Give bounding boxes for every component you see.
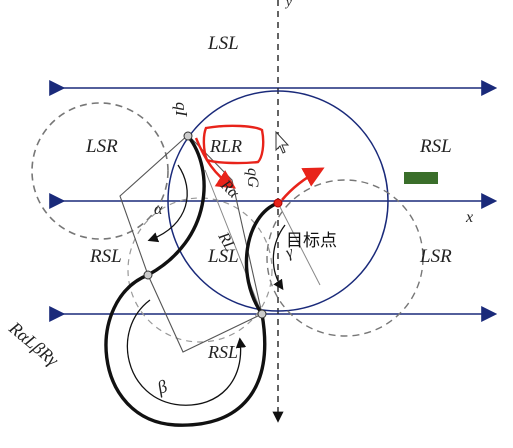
gamma-arc (272, 224, 286, 291)
region-label-rsl-right: RSL (419, 136, 452, 157)
red-box-rlr (202, 124, 265, 165)
construction-line-center (204, 169, 263, 315)
node-q-g (273, 198, 283, 208)
red-arrow-from-box (194, 137, 237, 189)
axis-label-x: x (465, 209, 473, 226)
region-label-rlr-center: RLR (209, 136, 242, 156)
path-segment-r-gamma (244, 201, 279, 315)
path-segment-l-beta (104, 273, 267, 427)
dashed-circle-right (266, 179, 424, 337)
axis-label-y: y (284, 0, 292, 9)
region-label-rsl-bottom: RSL (207, 342, 238, 362)
mouse-cursor-icon (275, 130, 290, 154)
region-label-lsr-left: LSR (85, 136, 118, 157)
angle-label-alpha: α (154, 201, 163, 218)
node-switch-1 (143, 270, 153, 280)
node-switch-2 (257, 309, 267, 319)
red-arrow-goal-heading (281, 167, 325, 201)
region-label-lsl-top: LSL (207, 33, 239, 54)
region-label-lsr-right: LSR (419, 246, 452, 267)
dashed-circle-center (127, 197, 273, 343)
green-marker (404, 172, 438, 184)
construction-lines (119, 134, 263, 353)
beta-arc (126, 299, 247, 406)
node-q-i (183, 131, 193, 141)
angle-label-beta: β (154, 376, 170, 398)
turning-circle-blue (167, 90, 389, 312)
region-label-rsl-left: RSL (89, 246, 122, 267)
target-point-label: 目标点 (286, 231, 337, 251)
dashed-circle-left (31, 102, 169, 240)
alpha-arc (147, 164, 188, 243)
segment-label-r-alpha: Rα (216, 176, 242, 202)
point-label-q-g: qG (244, 168, 261, 188)
point-label-q-i: qI (172, 102, 191, 118)
construction-line-goal (277, 202, 321, 286)
region-label-lsl-mid: LSL (207, 246, 239, 267)
path-word-label: RαLβRγ (5, 317, 63, 371)
path-segment-r-alpha (147, 134, 206, 277)
